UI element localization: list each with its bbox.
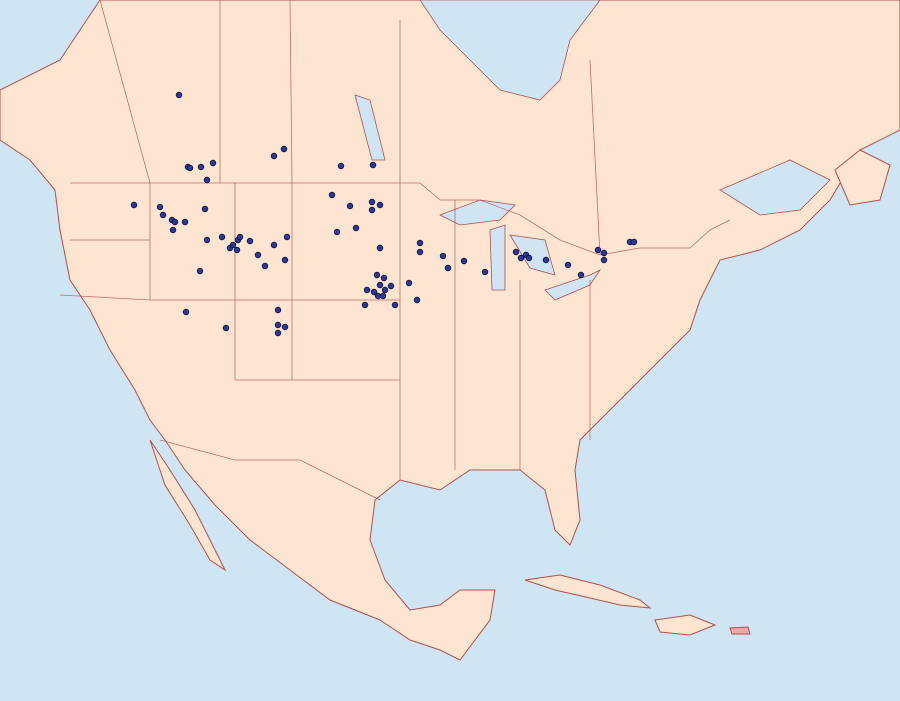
- occurrence-point: [159, 211, 167, 219]
- occurrence-point: [175, 91, 183, 99]
- occurrence-point: [370, 288, 378, 296]
- occurrence-point: [600, 256, 608, 264]
- occurrence-point: [368, 206, 376, 214]
- occurrence-point: [594, 246, 602, 254]
- occurrence-point: [203, 176, 211, 184]
- occurrence-point: [517, 254, 525, 262]
- occurrence-point: [236, 233, 244, 241]
- occurrence-point: [405, 279, 413, 287]
- occurrence-point: [283, 233, 291, 241]
- occurrence-point: [439, 252, 447, 260]
- lake-winnipeg: [354, 94, 386, 161]
- occurrence-point: [376, 201, 384, 209]
- occurrence-point: [218, 233, 226, 241]
- occurrence-point: [369, 161, 377, 169]
- occurrence-point: [381, 286, 389, 294]
- occurrence-point: [379, 292, 387, 300]
- hispaniola: [654, 614, 717, 636]
- occurrence-point: [181, 218, 189, 226]
- occurrence-point: [281, 256, 289, 264]
- occurrence-point: [337, 162, 345, 170]
- occurrence-point: [222, 324, 230, 332]
- gulf-of-st-lawrence: [719, 159, 831, 216]
- hudson-bay: [419, 0, 601, 101]
- canada-us-border: [70, 182, 731, 256]
- occurrence-point: [280, 145, 288, 153]
- occurrence-point: [376, 281, 384, 289]
- occurrence-point: [274, 321, 282, 329]
- occurrence-point: [346, 202, 354, 210]
- occurrence-point: [281, 323, 289, 331]
- occurrence-point: [274, 306, 282, 314]
- occurrence-point: [203, 236, 211, 244]
- occurrence-point: [630, 238, 638, 246]
- occurrence-point: [333, 228, 341, 236]
- occurrence-point: [182, 308, 190, 316]
- north-america: [0, 0, 900, 661]
- occurrence-point: [416, 239, 424, 247]
- occurrence-point: [270, 241, 278, 249]
- occurrence-point: [209, 159, 217, 167]
- land-masses: [0, 0, 900, 661]
- occurrence-point: [391, 301, 399, 309]
- lake-michigan: [489, 224, 506, 291]
- occurrence-point: [186, 164, 194, 172]
- province-borders: [99, 0, 601, 256]
- occurrence-point: [376, 244, 384, 252]
- occurrence-point: [387, 282, 395, 290]
- occurrence-point: [171, 218, 179, 226]
- occurrence-point: [270, 152, 278, 160]
- occurrence-point: [373, 271, 381, 279]
- borders: [59, 0, 731, 501]
- occurrence-point: [196, 267, 204, 275]
- occurrence-point: [444, 264, 452, 272]
- occurrence-point: [460, 257, 468, 265]
- occurrence-point: [577, 271, 585, 279]
- occurrence-point: [201, 205, 209, 213]
- puerto-rico: [729, 626, 751, 635]
- baja-california: [149, 439, 227, 572]
- occurrence-point: [130, 201, 138, 209]
- occurrence-point: [352, 224, 360, 232]
- occurrence-point: [233, 246, 241, 254]
- occurrence-point: [274, 329, 282, 337]
- occurrence-point: [416, 248, 424, 256]
- occurrence-point: [169, 226, 177, 234]
- occurrence-point: [512, 248, 520, 256]
- occurrence-point: [361, 301, 369, 309]
- occurrence-point: [328, 191, 336, 199]
- occurrence-point: [254, 251, 262, 259]
- occurrence-points: [130, 91, 638, 337]
- occurrence-point: [261, 262, 269, 270]
- occurrence-point: [246, 237, 254, 245]
- occurrence-point: [380, 274, 388, 282]
- us-mexico-border: [159, 439, 381, 501]
- occurrence-point: [368, 198, 376, 206]
- occurrence-point: [600, 249, 608, 257]
- occurrence-point: [156, 203, 164, 211]
- occurrence-point: [413, 296, 421, 304]
- occurrence-point: [525, 254, 533, 262]
- occurrence-point: [229, 241, 237, 249]
- occurrence-point: [542, 256, 550, 264]
- newfoundland: [834, 149, 891, 206]
- occurrence-point: [363, 286, 371, 294]
- occurrence-point: [481, 268, 489, 276]
- state-borders: [59, 183, 591, 480]
- occurrence-point: [564, 261, 572, 269]
- cuba: [524, 574, 652, 609]
- occurrence-point: [197, 163, 205, 171]
